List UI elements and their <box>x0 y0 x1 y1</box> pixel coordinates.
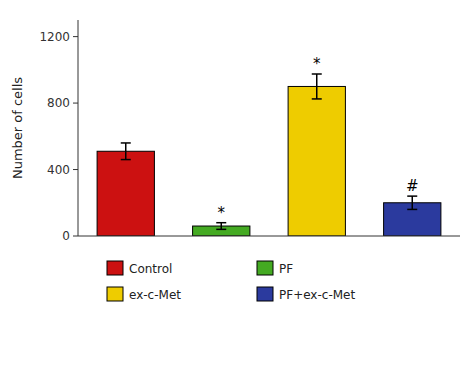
y-tick-label: 400 <box>47 163 70 177</box>
error-bar <box>121 143 131 160</box>
legend-swatch <box>257 287 273 301</box>
legend-label: Control <box>129 262 172 276</box>
legend-label: PF+ex-c-Met <box>279 288 355 302</box>
error-bar <box>216 223 226 230</box>
bar <box>288 86 345 236</box>
y-tick <box>73 36 78 37</box>
error-bar <box>312 74 322 99</box>
y-tick-label: 0 <box>62 229 70 243</box>
bar <box>97 151 154 236</box>
annotation: * <box>218 204 226 222</box>
y-tick-label: 1200 <box>39 30 70 44</box>
legend-label: ex-c-Met <box>129 288 181 302</box>
legend: Control PF ex-c-Met PF+ex-c-Met <box>107 261 355 302</box>
y-tick <box>73 103 78 104</box>
y-tick-label: 800 <box>47 96 70 110</box>
chart-container: 0 400 800 1200 * * # Number of cells Control PF ex… <box>0 0 474 373</box>
annotation: * <box>313 55 321 73</box>
legend-label: PF <box>279 262 293 276</box>
error-bar <box>407 196 417 209</box>
chart: 0 400 800 1200 * * # Number of cells Control PF ex… <box>0 0 474 373</box>
bars <box>97 74 441 236</box>
x-axis <box>78 236 460 237</box>
legend-swatch <box>257 261 273 275</box>
y-axis-label: Number of cells <box>10 77 25 179</box>
y-tick <box>73 236 78 237</box>
annotation: # <box>406 177 419 195</box>
y-tick <box>73 169 78 170</box>
y-axis <box>78 20 79 236</box>
legend-swatch <box>107 287 123 301</box>
legend-swatch <box>107 261 123 275</box>
